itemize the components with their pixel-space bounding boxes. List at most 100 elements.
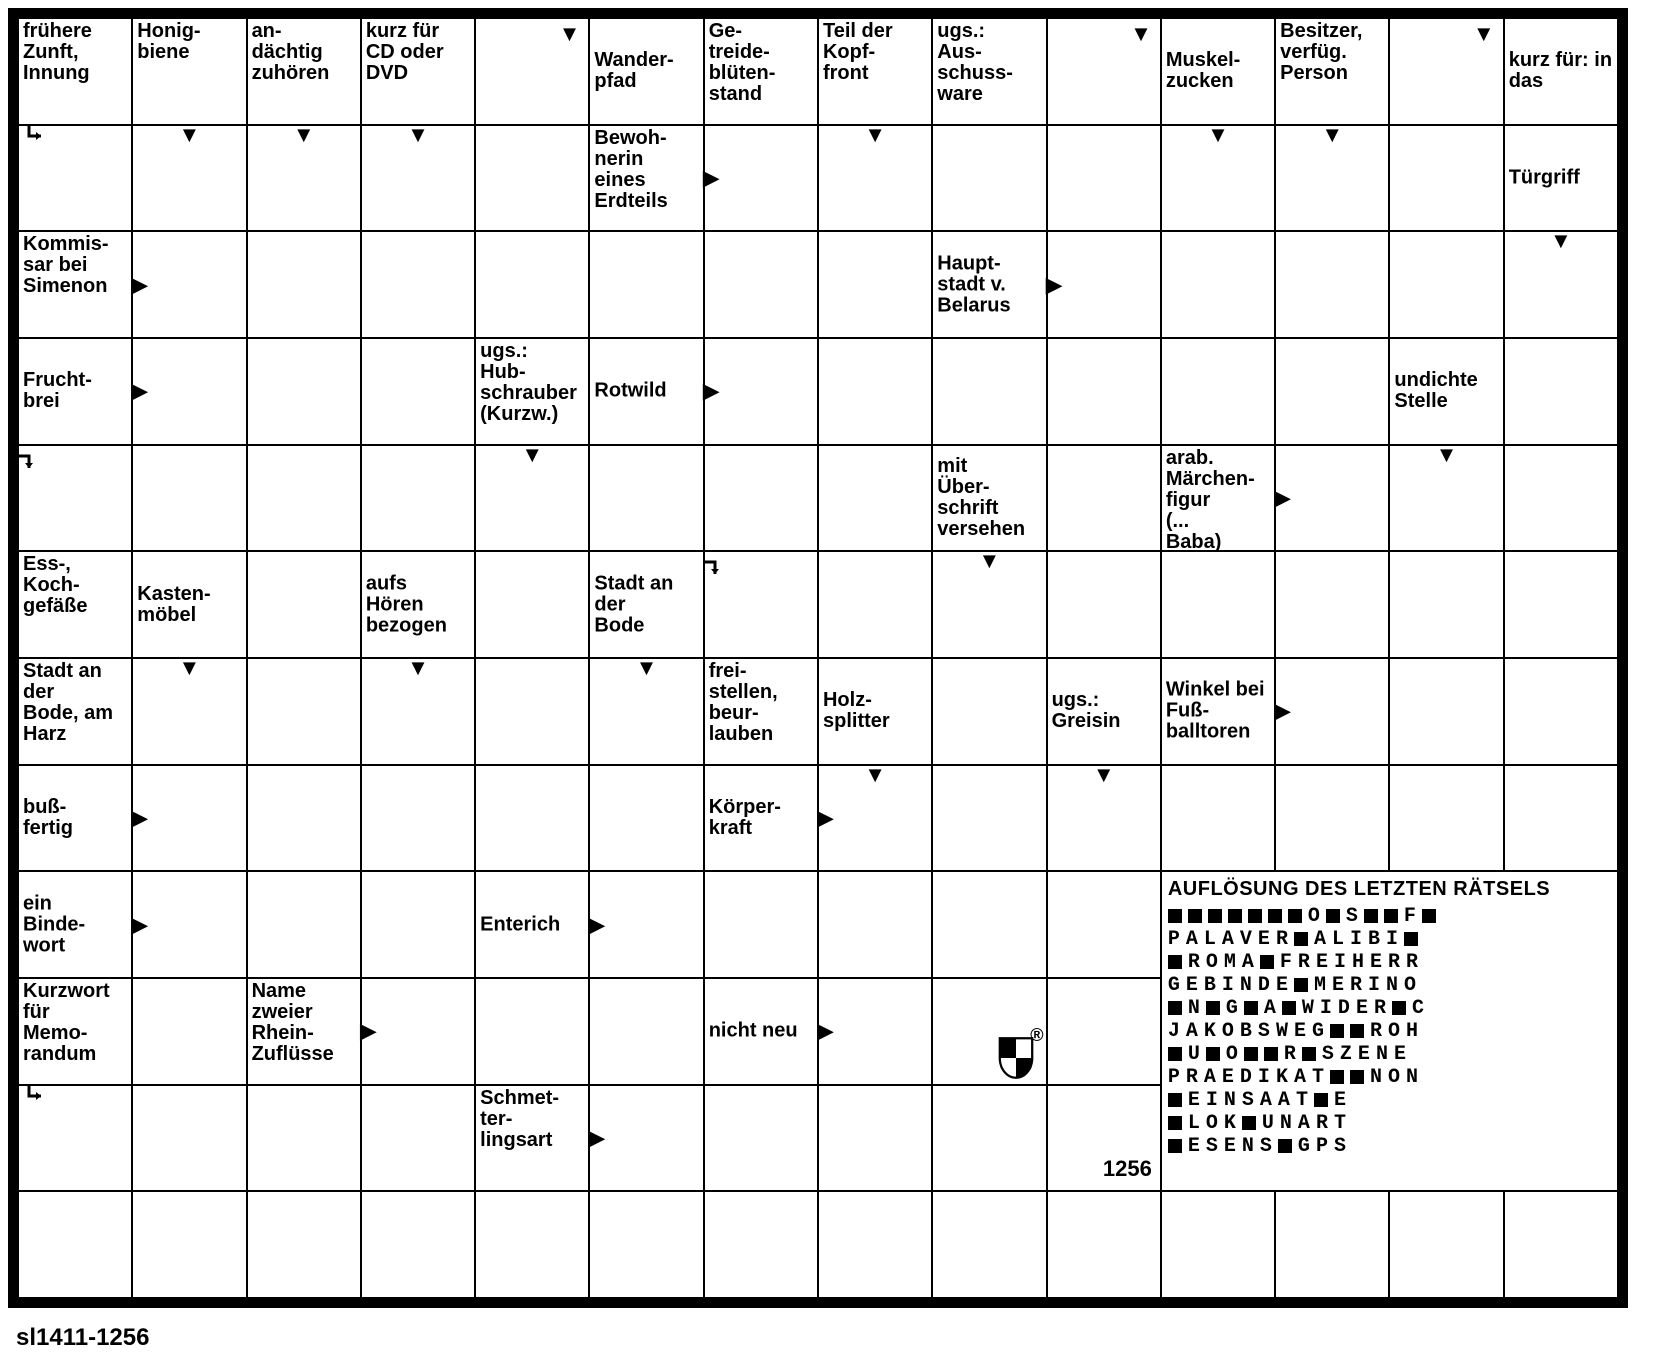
grid-cell: ▼ [132, 125, 246, 232]
clue-text: ugs.:Greisin [1052, 690, 1156, 732]
publisher-shield-icon [998, 1036, 1034, 1080]
grid-cell [18, 445, 132, 552]
clue-text: kurz für: in das [1509, 50, 1613, 92]
crossword-puzzle: frühereZunft,InnungHonig-bienean-dächtig… [8, 8, 1628, 1308]
grid-cell: Winkel beiFuß-balltoren [1161, 658, 1275, 765]
grid-cell [1389, 765, 1503, 872]
direction-arrow-icon [23, 124, 45, 149]
clue-text: Besitzer, verfüg.Person [1280, 21, 1384, 84]
grid-cell: kurz fürCD oderDVD [361, 18, 475, 125]
grid-cell: ▼ [818, 125, 932, 232]
direction-arrow-icon: ▼ [521, 444, 543, 466]
direction-arrow-icon [17, 450, 39, 476]
clue-text: Haupt-stadt v.Belarus [937, 253, 1041, 316]
direction-arrow-icon: ▼ [1130, 23, 1152, 45]
direction-arrow-icon: ▶ [1274, 700, 1291, 722]
grid-cell: ▼ [361, 658, 475, 765]
clue-text: mitÜber-schrift versehen [937, 456, 1041, 540]
registered-mark: ® [1030, 1025, 1043, 1046]
grid-cell: ▼ [1047, 18, 1161, 125]
grid-cell [1389, 231, 1503, 338]
clue-text: aufsHören bezogen [366, 573, 470, 636]
grid-cell: ▼ [361, 125, 475, 232]
clue-text: Bewoh-nerin einesErdteils [594, 128, 698, 212]
grid-cell: ▶ [132, 871, 246, 978]
grid-cell: ▼ [475, 18, 589, 125]
grid-cell: ▶ [589, 1085, 703, 1192]
grid-cell [818, 231, 932, 338]
grid-cell [247, 658, 361, 765]
grid-cell: ▼ [247, 125, 361, 232]
direction-arrow-icon: ▼ [1321, 124, 1343, 146]
grid-cell [247, 1191, 361, 1298]
clue-text: kurz fürCD oderDVD [366, 21, 470, 84]
clue-text: Rotwild [594, 381, 698, 402]
direction-arrow-icon: ▶ [360, 1020, 377, 1042]
grid-cell [361, 1085, 475, 1192]
grid-cell [1161, 338, 1275, 445]
grid-cell [818, 871, 932, 978]
grid-cell: ▼ [475, 445, 589, 552]
clue-text: nicht neu [709, 1021, 813, 1042]
clue-text: Stadt an derBode, amHarz [23, 661, 127, 745]
direction-arrow-icon: ▼ [979, 550, 1001, 572]
grid-cell [704, 871, 818, 978]
grid-cell: einBinde-wort [18, 871, 132, 978]
grid-cell [932, 1191, 1046, 1298]
direction-arrow-icon: ▼ [559, 23, 581, 45]
grid-cell [818, 445, 932, 552]
grid-cell: nicht neu [704, 978, 818, 1085]
direction-arrow-icon: ▶ [131, 807, 148, 829]
clue-text: buß-fertig [23, 797, 127, 839]
grid-cell: Muskel-zucken [1161, 18, 1275, 125]
grid-cell: frei-stellen, beur-lauben [704, 658, 818, 765]
grid-cell: Stadt an derBode, amHarz [18, 658, 132, 765]
grid-cell [704, 231, 818, 338]
clue-text: ugs.:Hub-schrauber(Kurzw.) [480, 341, 584, 425]
grid-cell [361, 445, 475, 552]
grid-cell [1047, 338, 1161, 445]
grid-cell: Ge-treide-blüten-stand [704, 18, 818, 125]
grid-cell: Stadt an derBode [589, 551, 703, 658]
grid-cell: ▶ [132, 231, 246, 338]
grid-cell: ▼ [1504, 231, 1618, 338]
direction-arrow-icon: ▼ [179, 124, 201, 146]
grid-cell [132, 445, 246, 552]
grid-cell: ▶ [704, 338, 818, 445]
grid-cell: Haupt-stadt v.Belarus [932, 231, 1046, 338]
crossword-grid: frühereZunft,InnungHonig-bienean-dächtig… [18, 18, 1618, 1298]
grid-cell [1161, 765, 1275, 872]
solution-grid: OSFPALAVERALIBIROMAFREIHERRGEBINDEMERINO… [1168, 905, 1611, 1158]
grid-cell: ▶▼ [818, 765, 932, 872]
direction-arrow-icon: ▼ [293, 124, 315, 146]
clue-text: Enterich [480, 914, 584, 935]
grid-cell [589, 231, 703, 338]
clue-text: Kasten-möbel [137, 584, 241, 626]
grid-cell [247, 551, 361, 658]
grid-cell [704, 551, 818, 658]
grid-cell [247, 765, 361, 872]
grid-cell [1504, 658, 1618, 765]
grid-cell: ▶ [1275, 445, 1389, 552]
grid-cell [361, 871, 475, 978]
grid-cell: arab.Märchen-figur(...Baba) [1161, 445, 1275, 552]
grid-cell [704, 445, 818, 552]
direction-arrow-icon [23, 1084, 45, 1109]
grid-cell [132, 1191, 246, 1298]
clue-text: an-dächtig zuhören [252, 21, 356, 84]
grid-cell [1161, 1191, 1275, 1298]
grid-cell [1504, 1191, 1618, 1298]
grid-cell: Türgriff [1504, 125, 1618, 232]
direction-arrow-icon: ▼ [636, 657, 658, 679]
grid-cell [932, 1085, 1046, 1192]
grid-cell: Kommis-sar beiSimenon [18, 231, 132, 338]
grid-cell [704, 1085, 818, 1192]
grid-cell: Wander-pfad [589, 18, 703, 125]
grid-cell [818, 551, 932, 658]
grid-cell [1047, 1191, 1161, 1298]
grid-cell: ▼ [1275, 125, 1389, 232]
grid-cell [1504, 551, 1618, 658]
grid-cell: kurz für: in das [1504, 18, 1618, 125]
grid-cell [361, 338, 475, 445]
grid-cell [704, 1191, 818, 1298]
